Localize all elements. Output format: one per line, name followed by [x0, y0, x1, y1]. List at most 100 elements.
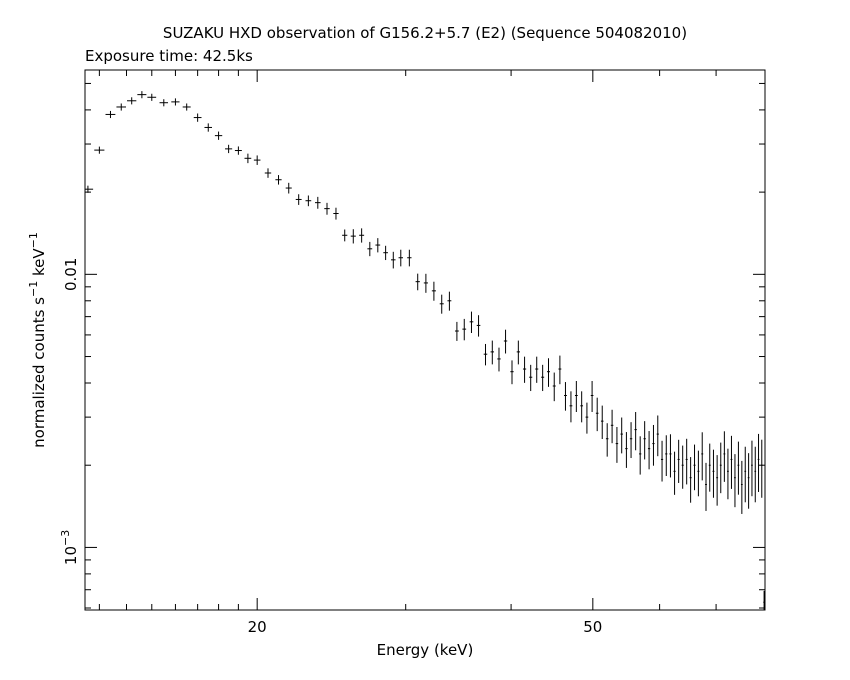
data-point	[660, 440, 664, 482]
data-point	[510, 360, 514, 385]
x-tick-label: 20	[248, 618, 267, 636]
data-point	[656, 415, 659, 457]
data-point	[652, 424, 655, 466]
data-point	[171, 98, 180, 106]
data-point	[225, 144, 233, 154]
data-point	[462, 318, 467, 341]
data-point	[689, 457, 692, 503]
data-point	[490, 340, 495, 365]
data-point	[705, 462, 707, 511]
data-point	[264, 168, 272, 178]
data-point	[447, 291, 452, 311]
data-point	[182, 103, 191, 111]
data-point	[673, 451, 676, 495]
data-point	[737, 441, 740, 495]
data-point	[85, 185, 94, 193]
data-point	[159, 99, 169, 107]
data-point	[529, 364, 533, 392]
data-point	[564, 382, 567, 411]
data-point	[716, 455, 719, 506]
data-point	[569, 391, 573, 423]
data-point	[685, 438, 688, 485]
data-point	[605, 423, 609, 457]
data-point	[552, 372, 556, 402]
data-point	[697, 450, 700, 497]
data-point	[305, 195, 312, 207]
data-point	[595, 397, 599, 432]
data-point	[476, 315, 481, 337]
data-point	[677, 439, 680, 483]
data-point	[669, 434, 672, 478]
data-point	[275, 175, 282, 185]
data-point	[516, 340, 520, 365]
data-point	[333, 207, 339, 220]
data-point	[105, 110, 116, 119]
data-point	[708, 443, 711, 492]
data-point	[359, 228, 365, 243]
data-point	[580, 391, 584, 423]
y-axis-label: normalized counts s−1 keV−1	[27, 232, 48, 448]
data-points	[85, 91, 765, 610]
data-point	[681, 445, 684, 489]
data-point	[727, 448, 729, 500]
data-point	[295, 194, 302, 205]
data-point	[558, 355, 562, 385]
data-point	[342, 229, 348, 242]
data-point	[590, 381, 594, 413]
data-point	[763, 590, 765, 610]
data-point	[116, 103, 126, 111]
data-point	[454, 321, 459, 341]
chart-title: SUZAKU HXD observation of G156.2+5.7 (E2…	[163, 24, 687, 42]
data-point	[744, 446, 747, 503]
data-point	[585, 402, 589, 434]
y-tick-label-base: 10	[62, 546, 80, 565]
data-point	[546, 358, 550, 387]
data-point	[610, 409, 614, 444]
data-point	[574, 381, 578, 413]
data-point	[483, 343, 488, 366]
data-point	[367, 241, 373, 257]
data-point	[285, 182, 292, 194]
y-axis-label-sup1: −1	[27, 281, 40, 297]
data-point	[127, 97, 137, 105]
data-point	[137, 91, 147, 99]
plot-frame	[84, 69, 766, 611]
data-point	[634, 412, 637, 451]
data-point	[643, 421, 646, 460]
data-point	[350, 229, 356, 244]
data-point	[740, 460, 743, 514]
data-point	[615, 427, 619, 463]
data-point	[398, 249, 404, 267]
data-point	[693, 444, 696, 491]
data-point	[503, 329, 508, 354]
data-point	[522, 356, 527, 383]
data-point	[760, 439, 763, 498]
data-point	[439, 294, 444, 314]
data-point	[94, 146, 105, 154]
data-point	[712, 449, 715, 498]
data-point	[734, 454, 736, 508]
y-tick-label-exponent: −3	[59, 530, 72, 546]
data-point	[431, 281, 436, 301]
data-point	[314, 196, 321, 209]
axis-ticks: 20 50 0.01 10−3	[59, 70, 766, 636]
data-point	[639, 436, 642, 475]
data-point	[730, 435, 733, 489]
y-axis-label-mid: keV	[30, 248, 48, 281]
x-axis-label: Energy (keV)	[377, 641, 474, 659]
data-point	[757, 433, 760, 492]
data-point	[324, 202, 330, 215]
data-point	[701, 432, 704, 481]
data-point	[723, 431, 726, 482]
data-point	[407, 249, 412, 267]
data-point	[751, 440, 753, 497]
x-tick-label: 50	[583, 618, 602, 636]
y-tick-label: 10−3	[59, 530, 80, 565]
data-point	[204, 123, 213, 132]
data-point	[415, 273, 420, 291]
data-point	[625, 432, 628, 468]
y-axis-label-sup2: −1	[27, 232, 40, 248]
data-point	[234, 146, 242, 155]
data-point	[620, 417, 623, 454]
